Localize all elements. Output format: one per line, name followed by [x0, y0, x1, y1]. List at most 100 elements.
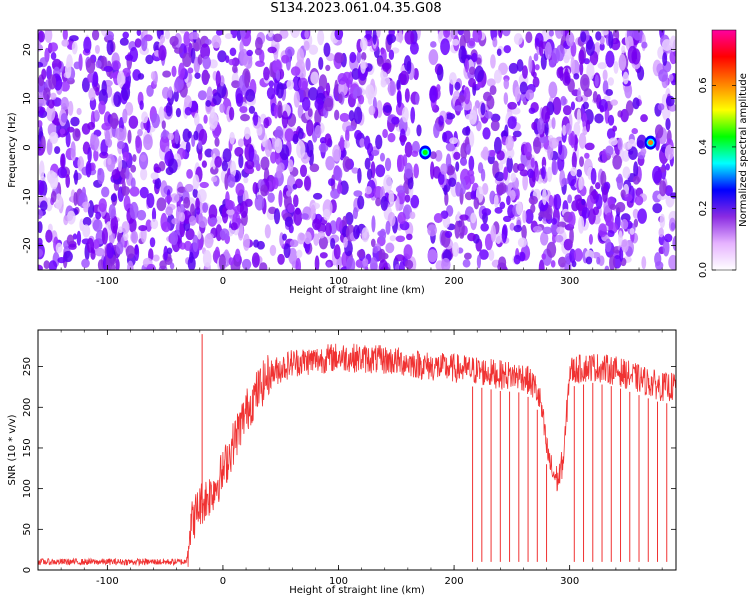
- spectrogram-cell: [294, 178, 303, 189]
- spectrogram-cell: [297, 232, 305, 245]
- spectrogram-cell: [541, 105, 551, 124]
- x-tick-label: 200: [445, 276, 464, 287]
- spectrogram-cell: [244, 198, 253, 207]
- spectrogram-cell: [468, 77, 476, 88]
- spectrogram-cell: [127, 129, 132, 144]
- spectrogram-cell: [469, 109, 477, 125]
- spectrogram-cell: [95, 211, 102, 220]
- spectrogram-cell: [164, 195, 173, 204]
- spectrogram-cell: [225, 200, 235, 211]
- spectrogram-cell: [229, 160, 237, 178]
- spectrogram-cell: [631, 128, 639, 135]
- spectrogram-cell: [152, 254, 160, 262]
- spectrogram-cell: [309, 163, 320, 173]
- figure-title: S134.2023.061.04.35.G08: [270, 1, 442, 16]
- spectrogram-cell: [312, 192, 323, 200]
- spectrogram-cell: [40, 135, 46, 154]
- spectrogram-cell: [605, 50, 615, 68]
- spectrogram-cell: [318, 235, 328, 250]
- spectrogram-cell: [596, 256, 601, 265]
- spectrogram-cell: [182, 52, 192, 68]
- spectrogram-cell: [580, 73, 590, 92]
- x-tick-label: 100: [329, 276, 348, 287]
- spectrogram-cell: [101, 80, 107, 96]
- spectrogram-cell: [48, 74, 57, 90]
- spectrogram-cell: [448, 177, 457, 187]
- spectrogram-cell: [222, 148, 232, 163]
- spectrogram-cell: [154, 177, 162, 190]
- spectrogram-cell: [94, 247, 105, 257]
- spectrogram-cell: [150, 218, 159, 230]
- spectrogram-cell: [183, 31, 191, 47]
- spectrogram-cell: [586, 62, 595, 81]
- spectrogram-cell: [463, 30, 471, 44]
- spectrogram-cell: [562, 105, 572, 116]
- spectrogram-cell: [124, 80, 131, 90]
- spectrogram-cell: [208, 204, 218, 221]
- spectrogram-cell: [298, 77, 309, 91]
- spectrogram-cell: [602, 185, 608, 203]
- spectrogram-cell: [509, 189, 516, 201]
- spectrogram-cell: [324, 222, 332, 237]
- spectrogram-cell: [134, 244, 140, 262]
- spectrogram-cell: [185, 141, 191, 153]
- spectrogram-cell: [628, 146, 638, 161]
- spectrogram-cell: [337, 93, 343, 104]
- spectrogram-cell: [134, 38, 142, 48]
- spectrogram-cell: [139, 100, 144, 111]
- spectrogram-cell: [360, 59, 366, 74]
- spectrogram-cell: [669, 49, 676, 65]
- spectrogram-cell: [484, 111, 493, 119]
- spectrogram-cell: [349, 51, 357, 64]
- spectrogram-cell: [184, 106, 192, 116]
- spectrogram-cell: [659, 213, 666, 229]
- spectrogram-cell: [150, 172, 159, 180]
- spectrogram-cell: [359, 138, 366, 148]
- spectrogram-cell: [231, 80, 241, 89]
- spectrogram-cell: [534, 167, 540, 182]
- spectrogram-cell: [225, 55, 230, 63]
- spectrogram-cell: [318, 74, 328, 91]
- spectrogram-cell: [592, 251, 601, 259]
- spectrogram-cell: [49, 172, 59, 190]
- spectrogram-cell: [505, 135, 514, 152]
- spectrogram-cell: [517, 163, 525, 172]
- spectrogram-cell: [127, 260, 134, 270]
- spectrogram-cell: [665, 163, 670, 171]
- spectrogram-cell: [162, 70, 172, 78]
- spectrogram-cell: [268, 80, 275, 88]
- spectrogram-cell: [140, 167, 148, 181]
- spectrogram-cell: [376, 30, 381, 38]
- spectrogram-cell: [588, 234, 593, 245]
- spectrogram-cell: [507, 101, 517, 110]
- spectrogram-cell: [523, 142, 532, 157]
- spectrogram-cell: [670, 192, 676, 199]
- spectrogram-cell: [636, 134, 647, 150]
- spectrogram-cell: [379, 152, 386, 162]
- spectrogram-cell: [227, 174, 236, 188]
- spectrogram-cell: [365, 30, 372, 41]
- spectrogram-cell: [60, 80, 70, 92]
- spectrogram-cell: [173, 89, 179, 102]
- spectrogram-cell: [443, 184, 448, 196]
- spectrogram-cell: [552, 96, 562, 115]
- spectrogram-cell: [217, 50, 227, 63]
- spectrogram-cell: [335, 217, 343, 232]
- spectrogram-cell: [484, 233, 493, 251]
- spectrogram-cell: [193, 130, 199, 141]
- spectrogram-cell: [235, 182, 245, 197]
- spectrogram-cell: [513, 33, 523, 45]
- spectrogram-cell: [318, 142, 329, 153]
- spectrogram-cell: [259, 262, 268, 270]
- spectrogram-cell: [472, 30, 483, 43]
- spectrogram-cell: [361, 227, 370, 243]
- y-tick-label: -10: [22, 188, 33, 204]
- spectrogram-cell: [163, 245, 168, 261]
- spectrogram-cell: [110, 193, 117, 203]
- spectrogram-cell: [59, 128, 66, 135]
- spectrogram-cell: [528, 55, 533, 73]
- spectrogram-cell: [117, 155, 123, 172]
- spectrogram-cell: [399, 70, 410, 86]
- spectrogram-cell: [323, 42, 331, 57]
- spectrogram-cell: [334, 166, 343, 181]
